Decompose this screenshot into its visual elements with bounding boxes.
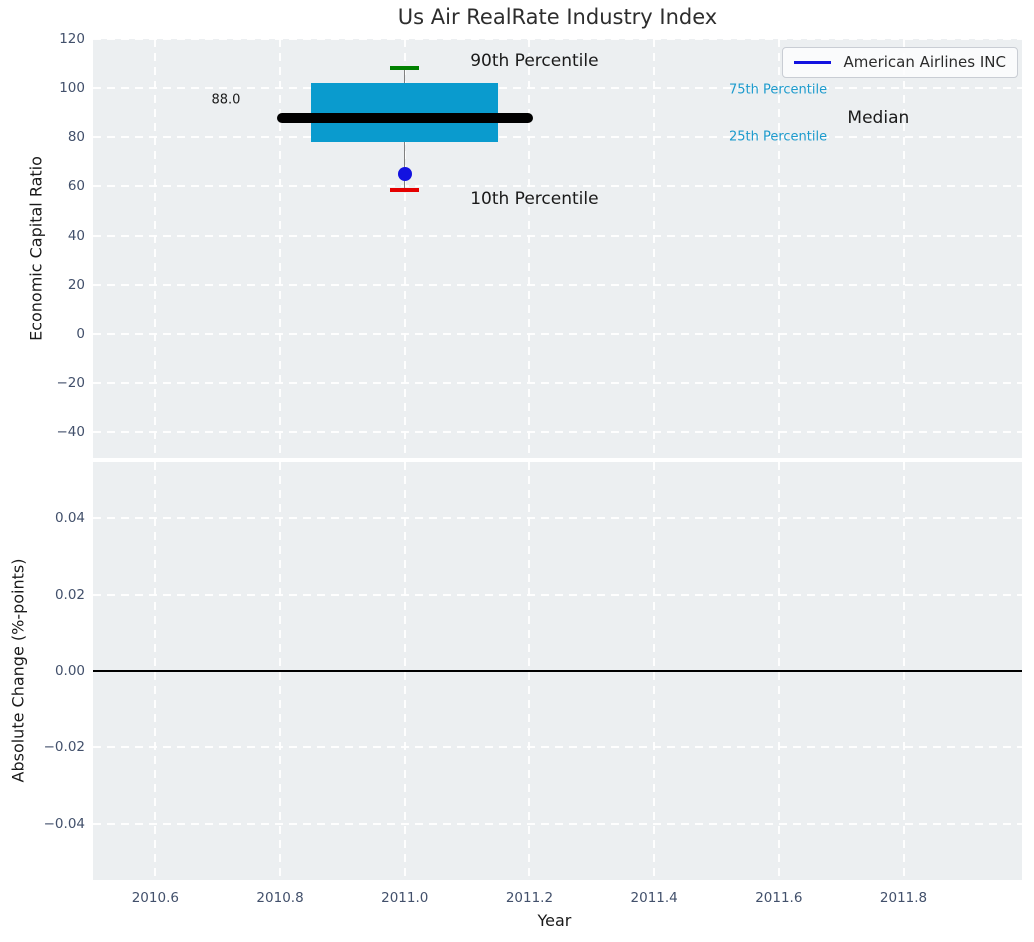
x-axis-label: Year xyxy=(537,911,572,930)
legend: American Airlines INC xyxy=(782,47,1018,78)
y-tick-label: 0.00 xyxy=(54,663,85,679)
x-tick-label: 2011.2 xyxy=(505,890,554,906)
gridline-vertical xyxy=(154,462,157,880)
y-tick-label: −40 xyxy=(56,424,86,441)
median-line xyxy=(276,112,533,123)
gridline-horizontal xyxy=(93,185,1022,188)
gridline-horizontal xyxy=(93,87,1022,90)
gridline-horizontal xyxy=(93,431,1022,434)
gridline-vertical xyxy=(653,39,656,458)
x-tick-label: 2011.0 xyxy=(381,890,429,906)
annotation-median: Median xyxy=(847,107,910,128)
x-tick-label: 2011.8 xyxy=(879,890,928,906)
gridline-horizontal xyxy=(93,670,1022,672)
x-tick-label: 2011.6 xyxy=(755,890,803,906)
gridline-horizontal xyxy=(93,136,1022,139)
x-tick-label: 2010.6 xyxy=(131,890,179,906)
y-tick-label: 20 xyxy=(67,276,85,293)
y-tick-label: 80 xyxy=(67,129,85,146)
x-tick-label: 2011.4 xyxy=(630,890,678,906)
gridline-vertical xyxy=(403,39,406,458)
gridline-vertical xyxy=(777,39,780,458)
gridline-vertical xyxy=(279,39,282,458)
y-tick-label: 0.02 xyxy=(54,586,85,603)
y-tick-label: −20 xyxy=(56,375,86,392)
gridline-horizontal xyxy=(93,382,1022,385)
zero-line xyxy=(93,670,1022,672)
gridline-vertical xyxy=(902,39,905,458)
y-tick-label: 0 xyxy=(76,325,85,342)
p90-cap xyxy=(390,66,420,70)
y-tick-label: 60 xyxy=(67,178,85,195)
y-tick-label: −0.04 xyxy=(43,815,85,832)
gridline-vertical xyxy=(902,462,905,880)
legend-line-sample xyxy=(794,60,832,64)
y-tick-label: 100 xyxy=(59,80,85,97)
annotation-10th-percentile: 10th Percentile xyxy=(470,188,599,209)
gridline-vertical xyxy=(279,462,282,880)
gridline-vertical xyxy=(528,39,531,458)
gridline-horizontal xyxy=(93,332,1022,335)
annotation-88-0: 88.0 xyxy=(211,92,241,108)
gridline-vertical xyxy=(403,462,406,880)
gridline-vertical xyxy=(777,462,780,880)
gridline-horizontal xyxy=(93,517,1022,520)
whisker-line xyxy=(403,68,406,191)
gridline-vertical xyxy=(653,462,656,880)
gridline-horizontal xyxy=(93,38,1022,40)
y-tick-label: 40 xyxy=(67,227,85,244)
x-tick-label: 2010.8 xyxy=(256,890,304,906)
annotation-75th-percentile: 75th Percentile xyxy=(728,82,828,98)
company-data-point xyxy=(397,167,412,182)
gridline-vertical xyxy=(154,39,157,458)
top-plot-area: 90th Percentile 10th Percentile Median 75th… xyxy=(93,38,1022,458)
p10-cap xyxy=(390,188,420,192)
annotation-90th-percentile: 90th Percentile xyxy=(470,51,599,72)
gridline-horizontal xyxy=(93,593,1022,596)
y-tick-label: −0.02 xyxy=(43,739,85,756)
legend-label: American Airlines INC xyxy=(843,53,1006,71)
gridline-horizontal xyxy=(93,746,1022,749)
gridline-horizontal xyxy=(93,822,1022,825)
bottom-plot-area xyxy=(93,462,1022,880)
chart-title: Us Air RealRate Industry Index xyxy=(397,5,718,29)
annotation-25th-percentile: 25th Percentile xyxy=(728,129,828,145)
iqr-box xyxy=(311,83,499,143)
gridline-horizontal xyxy=(93,283,1022,286)
y-tick-label: 0.04 xyxy=(54,510,85,527)
gridline-vertical xyxy=(528,462,531,880)
y-tick-label: 120 xyxy=(59,31,85,47)
gridline-horizontal xyxy=(93,234,1022,237)
